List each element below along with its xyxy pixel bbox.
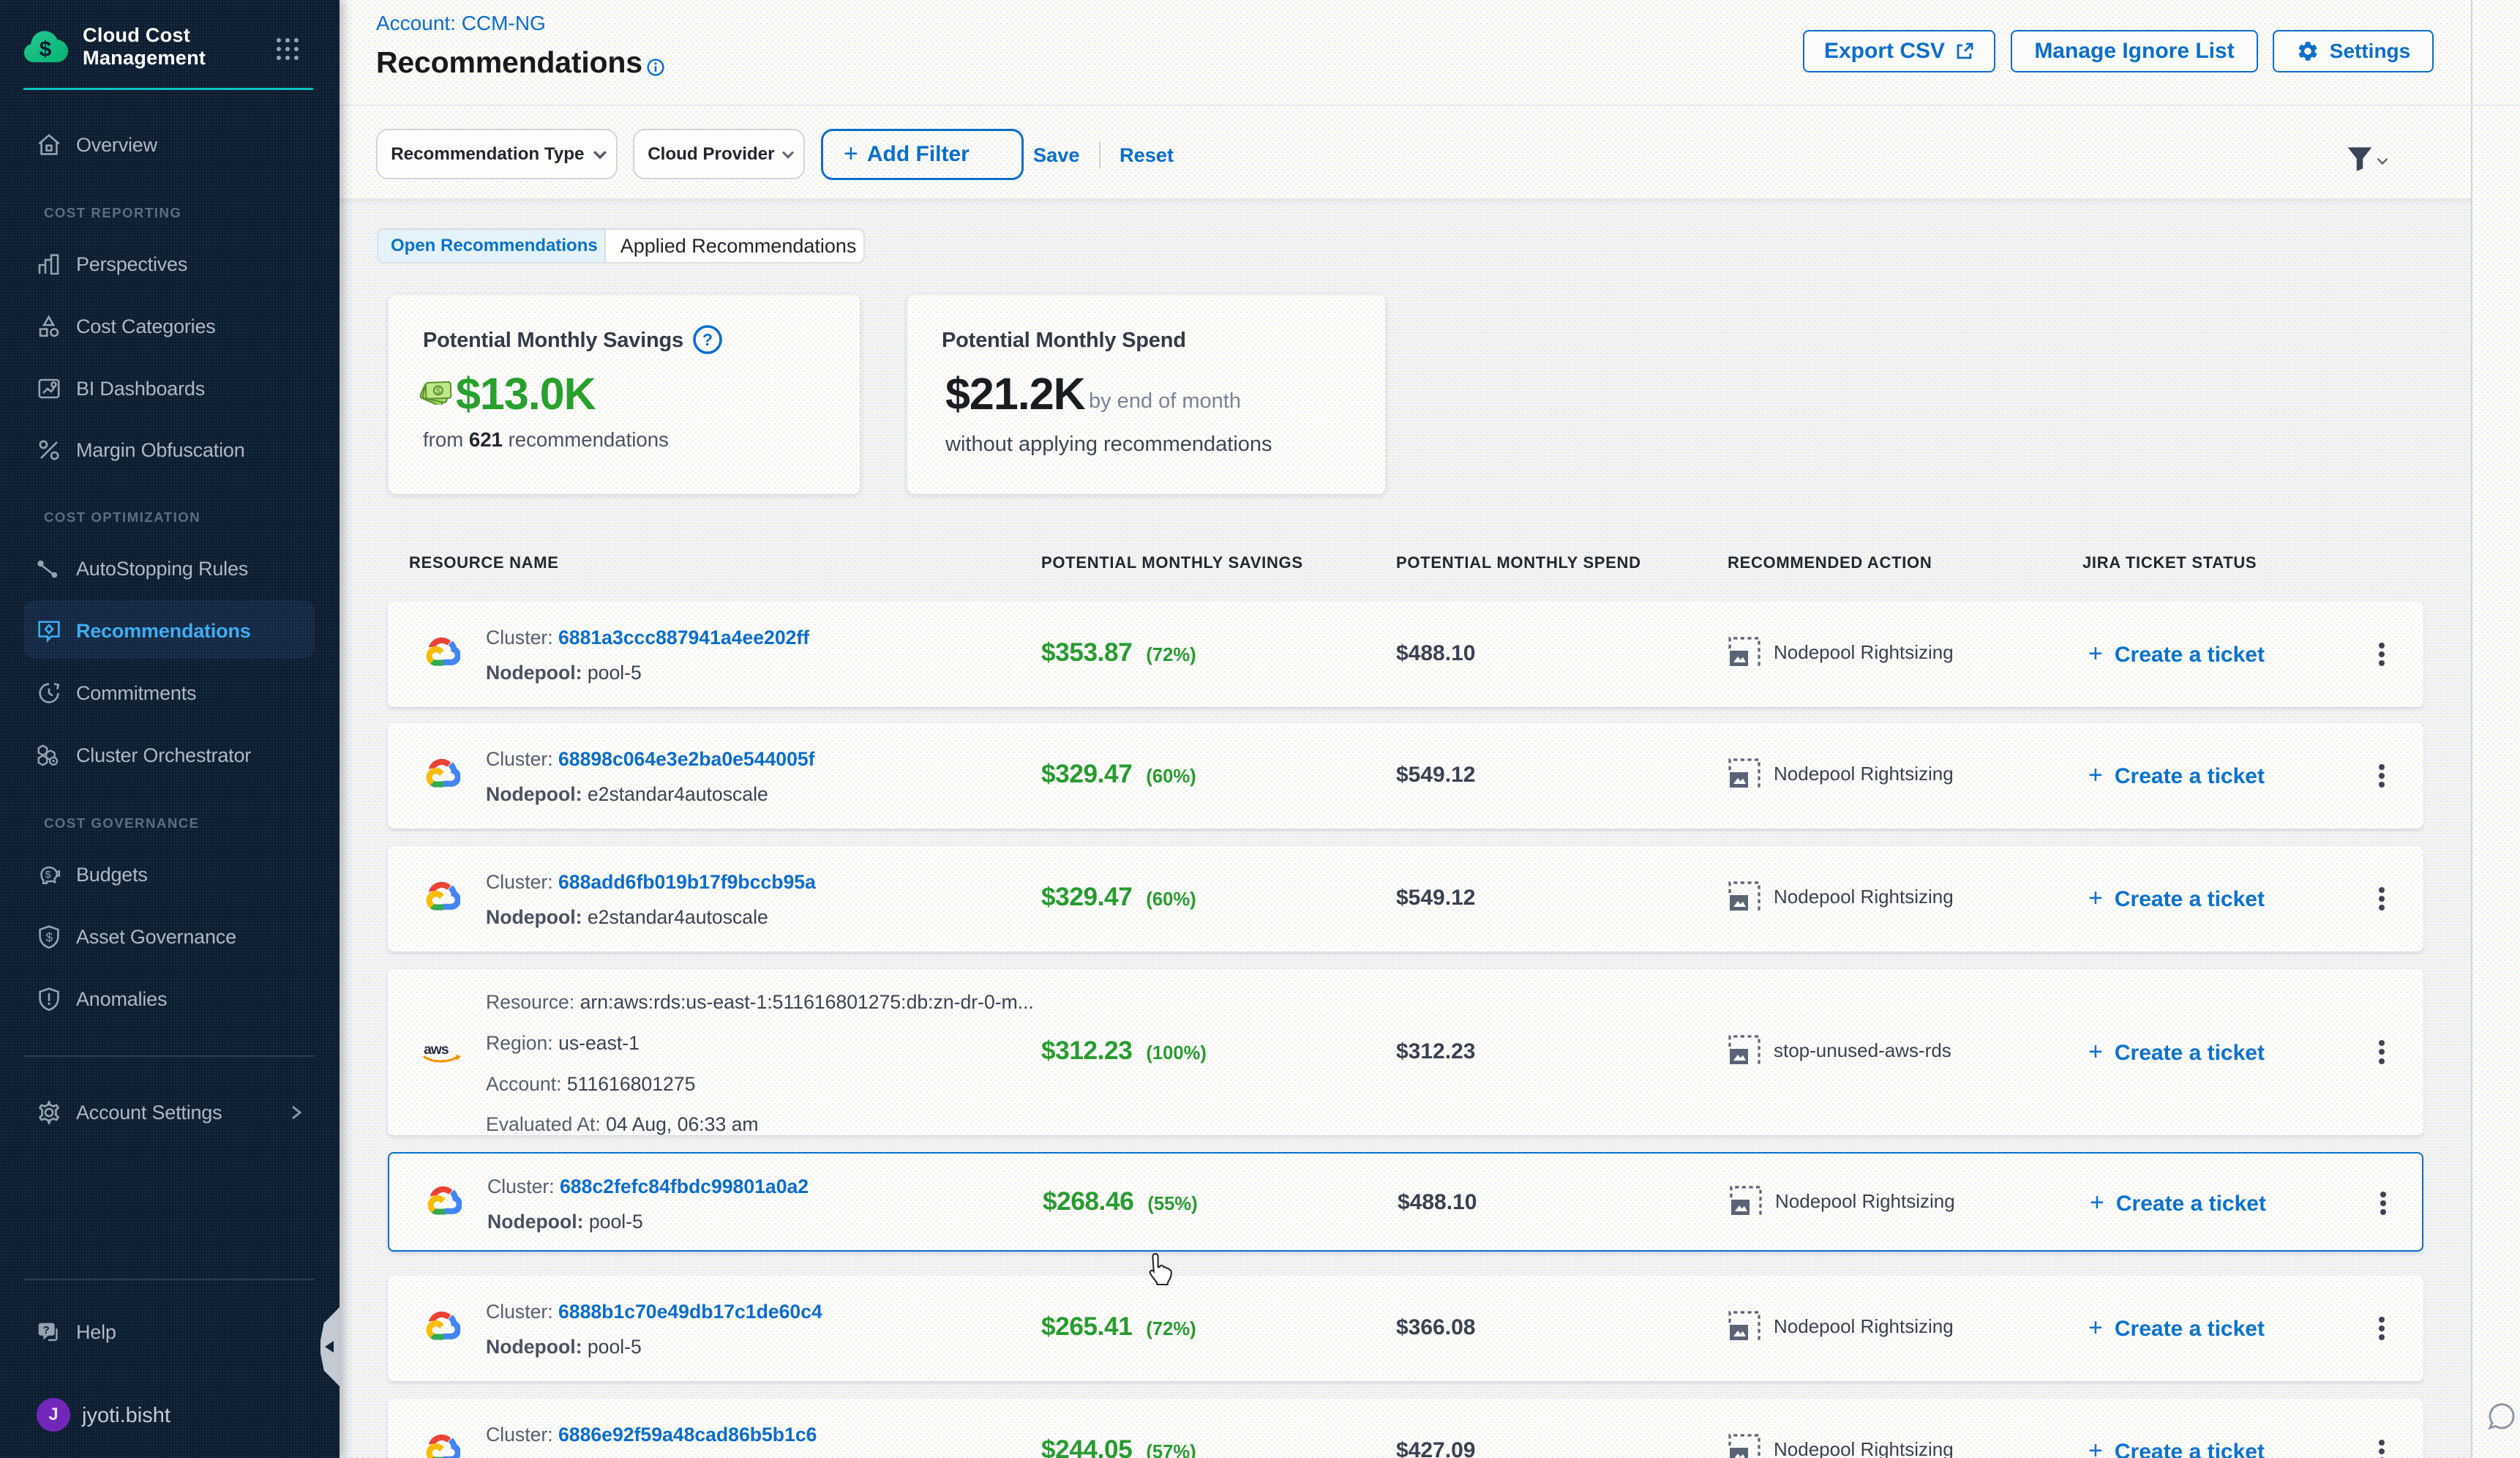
svg-text:?: ? <box>702 330 713 349</box>
svg-text:aws: aws <box>424 1042 449 1058</box>
svg-text:$: $ <box>40 37 52 61</box>
svg-text:?: ? <box>42 1324 49 1336</box>
svg-text:$: $ <box>45 870 51 881</box>
svg-text:$: $ <box>46 930 53 944</box>
svg-text:$: $ <box>435 386 440 396</box>
